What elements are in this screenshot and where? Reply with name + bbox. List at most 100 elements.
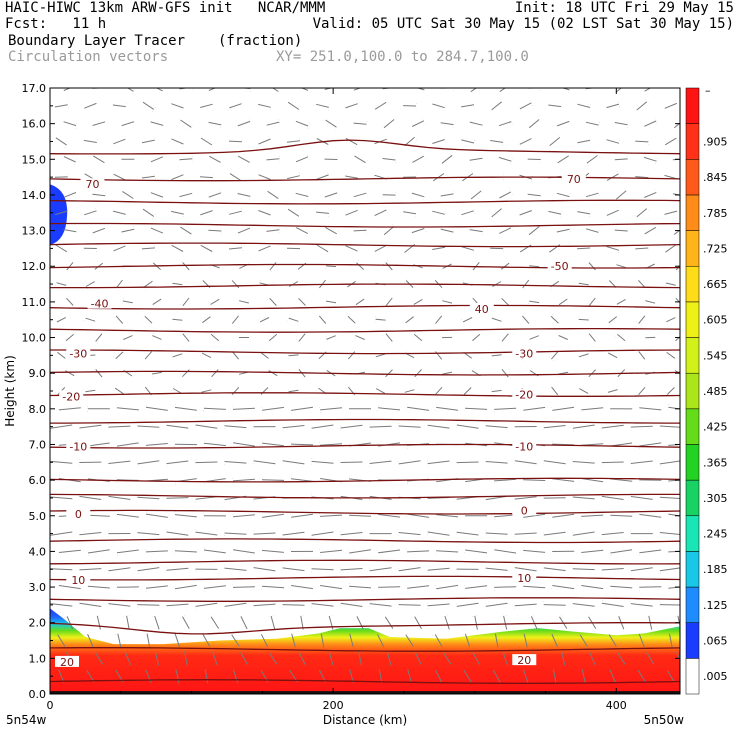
circulation-vector xyxy=(289,355,299,356)
circulation-vector xyxy=(67,262,74,270)
circulation-vector xyxy=(470,88,478,93)
circulation-vector xyxy=(492,281,502,287)
circulation-vector xyxy=(95,652,104,665)
y-tick-label: 7.0 xyxy=(29,438,47,451)
circulation-vector xyxy=(173,283,183,285)
circulation-vector xyxy=(66,371,75,377)
circulation-vector xyxy=(179,88,193,89)
colorbar: .005 .065 .125 .185 .245 .305 .365 .425 .485 .545… xyxy=(685,84,728,695)
contour-label: 40 xyxy=(475,303,489,316)
circulation-vector xyxy=(378,634,385,648)
circulation-vector xyxy=(639,514,662,518)
contour-label: -20 xyxy=(515,389,533,402)
circulation-vector xyxy=(50,497,73,499)
circulation-vector xyxy=(356,298,365,305)
circulation-vector xyxy=(353,230,367,231)
circulation-vector xyxy=(266,230,280,232)
circulation-vector xyxy=(146,407,168,411)
y-tick-label: 4.0 xyxy=(29,545,47,558)
circulation-vector xyxy=(200,244,213,251)
circulation-vector xyxy=(287,208,299,216)
circulation-vector xyxy=(486,462,508,464)
circulation-vector xyxy=(664,211,678,215)
contour-label: -50 xyxy=(551,260,569,273)
circulation-vector xyxy=(320,586,342,590)
circulation-vector xyxy=(320,408,343,410)
circulation-vector xyxy=(208,230,221,231)
circulation-vector xyxy=(233,670,239,683)
circulation-vector xyxy=(610,586,633,588)
colorbar-swatch xyxy=(685,265,700,303)
circulation-vector xyxy=(353,193,367,198)
circulation-vector xyxy=(183,262,190,271)
y-tick-label: 14.0 xyxy=(22,189,47,202)
circulation-vector xyxy=(316,212,329,213)
circulation-vector xyxy=(316,175,328,180)
circulation-vector xyxy=(610,549,633,553)
circulation-vector xyxy=(573,604,595,607)
circulation-vector xyxy=(523,406,546,410)
circulation-vector xyxy=(183,297,190,306)
circulation-vector xyxy=(405,389,415,393)
circulation-vector xyxy=(166,498,189,499)
circulation-vector xyxy=(404,137,415,147)
circulation-vector xyxy=(146,514,168,518)
circulation-vector xyxy=(432,103,444,108)
circulation-vector xyxy=(494,587,517,588)
circulation-vector xyxy=(166,604,189,606)
y-tick-label: 3.0 xyxy=(29,581,47,594)
y-tick-label: 9.0 xyxy=(29,367,47,380)
circulation-vector xyxy=(577,140,590,144)
colorbar-label: .305 xyxy=(703,492,728,505)
circulation-vector xyxy=(406,316,414,323)
circulation-vector xyxy=(241,616,248,630)
circulation-vector xyxy=(544,461,566,465)
y-tick-label: 6.0 xyxy=(29,474,47,487)
circulation-vector xyxy=(233,515,255,517)
circulation-vector xyxy=(50,531,73,535)
circulation-vector xyxy=(283,461,305,465)
colorbar-label: .365 xyxy=(703,456,728,469)
circulation-vector xyxy=(326,301,337,303)
circulation-vector xyxy=(502,333,509,342)
circulation-vector xyxy=(465,585,488,589)
circulation-vector xyxy=(386,369,393,377)
circulation-vector xyxy=(606,210,619,216)
circulation-vector xyxy=(436,551,459,552)
circulation-vector xyxy=(557,156,569,164)
circulation-vector xyxy=(312,461,334,463)
circulation-vector xyxy=(353,123,367,124)
circulation-vector xyxy=(407,551,430,552)
circulation-vector xyxy=(182,369,190,377)
circulation-vector xyxy=(465,634,471,648)
circulation-vector xyxy=(108,604,131,607)
circulation-vector xyxy=(428,425,450,429)
circulation-vector xyxy=(320,550,343,552)
circulation-vector xyxy=(96,333,103,342)
colorbar-swatch xyxy=(685,230,700,267)
circulation-vector xyxy=(585,193,599,198)
circulation-vector xyxy=(660,426,680,427)
x-axis-title: Distance (km) xyxy=(323,713,407,727)
circulation-vector xyxy=(200,211,212,216)
circulation-vector xyxy=(556,121,569,127)
circulation-vector xyxy=(200,104,213,108)
circulation-vector xyxy=(464,387,472,395)
field-name: Boundary Layer Tracer xyxy=(8,33,186,49)
circulation-vector xyxy=(326,266,337,267)
colorbar-swatch xyxy=(685,337,700,374)
circulation-vector xyxy=(92,228,105,234)
circulation-vector xyxy=(312,569,334,570)
circulation-vector xyxy=(615,191,626,200)
circulation-vector xyxy=(523,279,530,288)
circulation-vector xyxy=(602,533,624,535)
isotherm-contour xyxy=(50,559,680,565)
circulation-vector xyxy=(96,369,103,378)
circulation-vector xyxy=(376,319,386,320)
circulation-vector xyxy=(316,103,329,107)
circulation-vector xyxy=(147,634,151,648)
circulation-vector xyxy=(552,387,559,396)
circulation-vector xyxy=(229,173,241,181)
circulation-vector xyxy=(167,425,189,429)
y-tick-label: 11.0 xyxy=(22,296,47,309)
